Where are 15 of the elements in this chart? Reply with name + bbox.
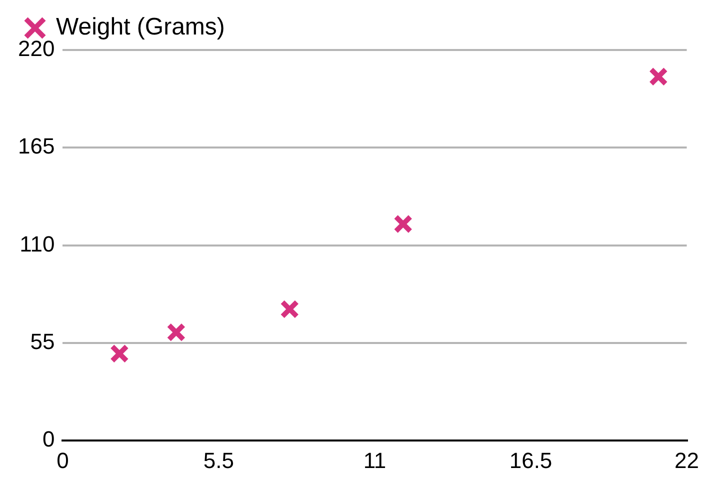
- x-tick-label: 11: [363, 448, 386, 473]
- point: [648, 67, 668, 86]
- y-tick-label: 55: [30, 329, 55, 354]
- y-tick-label: 110: [20, 231, 55, 256]
- point: [110, 344, 130, 364]
- legend-label: Weight (Grams): [56, 14, 225, 41]
- x-tick-label: 22: [674, 448, 700, 473]
- point: [166, 322, 186, 342]
- y-tick-label: 165: [18, 134, 55, 159]
- point: [394, 214, 413, 234]
- x-tick-label: 5.5: [203, 448, 234, 473]
- point: [280, 300, 300, 319]
- y-tick-label: 0: [42, 426, 55, 452]
- x-tick-label: 16.5: [509, 448, 552, 473]
- y-tick-label: 220: [18, 36, 55, 62]
